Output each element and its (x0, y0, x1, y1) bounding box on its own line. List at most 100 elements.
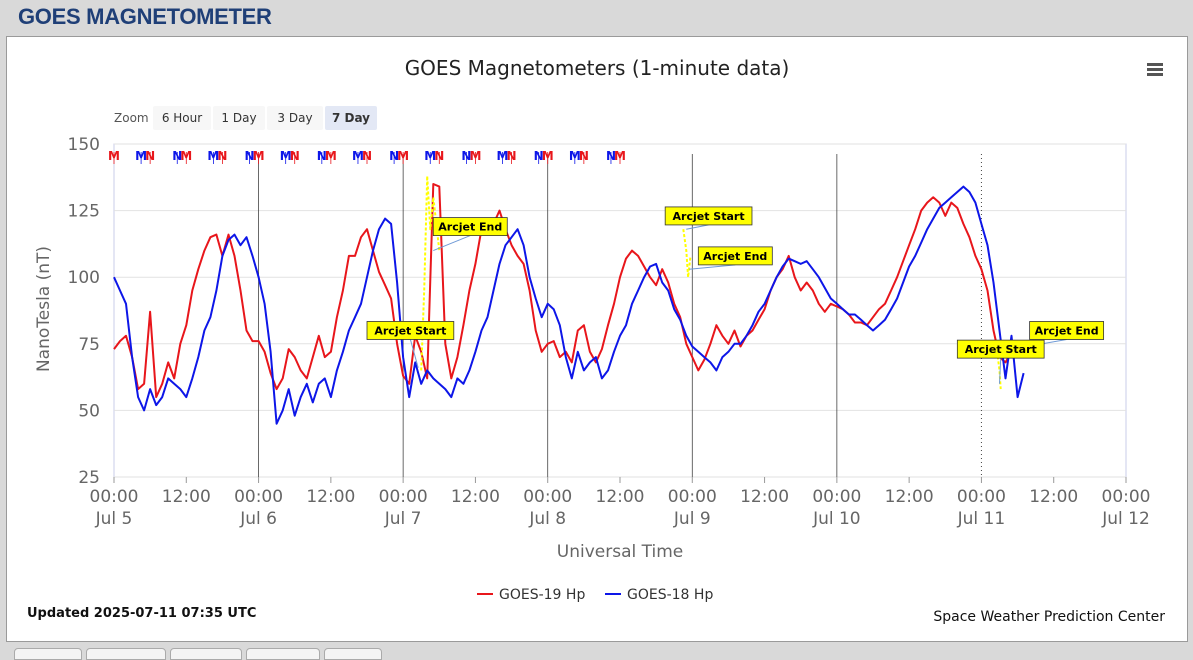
zoom-button-label: 6 Hour (162, 111, 202, 125)
noon-midnight-marker: N (145, 149, 155, 163)
y-tick-label: 125 (68, 202, 100, 222)
zoom-button-label: 7 Day (332, 111, 370, 125)
annotation-connector (409, 339, 419, 368)
y-axis-title: NanoTesla (nT) (34, 246, 54, 372)
annotation-box (697, 246, 773, 266)
x-tick-time: 12:00 (306, 487, 355, 507)
bottom-tab[interactable] (86, 648, 166, 660)
x-tick-date: Jul 5 (95, 509, 133, 529)
bottom-tab[interactable] (246, 648, 320, 660)
annotation-box (366, 321, 455, 340)
bottom-tab[interactable] (170, 648, 242, 660)
noon-midnight-marker: M (614, 149, 626, 163)
zoom-button-3-day[interactable]: 3 Day (267, 106, 323, 130)
hamburger-menu-icon (1147, 63, 1163, 76)
noon-midnight-marker: N (606, 149, 616, 163)
series-line-1 (113, 185, 1025, 425)
series-line-0 (113, 183, 1024, 399)
annotation-box (956, 339, 1045, 359)
noon-midnight-marker: N (317, 149, 327, 163)
noon-midnight-marker: N (362, 149, 372, 163)
annotation-label: Arcjet Start (366, 321, 455, 368)
annotation-text: Arcjet End (438, 221, 502, 234)
annotation-connector (689, 264, 736, 270)
noon-midnight-marker: M (280, 149, 292, 163)
bottom-tab[interactable] (14, 648, 82, 660)
bottom-tab[interactable] (324, 648, 382, 660)
noon-midnight-marker: N (217, 149, 227, 163)
noon-midnight-marker: M (569, 149, 581, 163)
noon-midnight-marker: M (424, 149, 436, 163)
annotation-text: Arcjet End (1035, 324, 1099, 337)
noon-midnight-marker: M (253, 149, 265, 163)
zoom-button-bg (213, 106, 265, 130)
menu-button[interactable] (1143, 59, 1167, 81)
arcjet-segment (995, 346, 1002, 390)
annotation-box (432, 217, 508, 236)
annotation-label: Arcjet Start (956, 339, 1045, 384)
x-axis-title: Universal Time (557, 542, 683, 562)
annotation-text: Arcjet Start (673, 210, 745, 223)
x-tick-time: 00:00 (812, 487, 861, 507)
credit-text: Space Weather Prediction Center (933, 609, 1165, 625)
magnetometer-chart: GOES Magnetometers (1-minute data) Zoom … (27, 56, 1167, 625)
legend-item[interactable]: GOES-19 Hp (477, 587, 585, 603)
page-header: GOES MAGNETOMETER (0, 0, 1193, 36)
legend-label: GOES-19 Hp (499, 587, 585, 603)
y-tick-label: 25 (78, 468, 100, 488)
annotation-label: Arcjet End (689, 246, 773, 270)
noon-midnight-marker: M (325, 149, 337, 163)
noon-midnight-marker: N (434, 149, 444, 163)
legend: GOES-19 Hp GOES-18 Hp (477, 587, 713, 603)
zoom-button-label: 1 Day (221, 111, 256, 125)
x-tick-time: 00:00 (379, 487, 428, 507)
x-tick-time: 00:00 (234, 487, 283, 507)
bottom-tab-bar (0, 642, 1193, 660)
noon-midnight-marker: M (108, 149, 120, 163)
noon-midnight-marker: N (507, 149, 517, 163)
annotation-text: Arcjet Start (965, 343, 1037, 356)
noon-midnight-marker: M (180, 149, 192, 163)
x-tick-time: 12:00 (1029, 487, 1078, 507)
x-tick-time: 12:00 (451, 487, 500, 507)
noon-midnight-marker: M (135, 149, 147, 163)
noon-midnight-marker: M (497, 149, 509, 163)
noon-midnight-marker: N (461, 149, 471, 163)
y-tick-label: 50 (78, 401, 100, 421)
chart-panel: GOES Magnetometers (1-minute data) Zoom … (6, 36, 1188, 642)
zoom-button-1-day[interactable]: 1 Day (213, 106, 265, 130)
x-tick-date: Jul 8 (528, 509, 566, 529)
updated-timestamp: Updated 2025-07-11 07:35 UTC (27, 606, 256, 621)
noon-midnight-marker: M (397, 149, 409, 163)
noon-midnight-marker: N (290, 149, 300, 163)
annotation-text: Arcjet End (703, 250, 767, 263)
annotation-text: Arcjet Start (374, 324, 446, 337)
noon-midnight-marker: N (245, 149, 255, 163)
legend-item[interactable]: GOES-18 Hp (605, 587, 713, 603)
noon-midnight-marker: N (172, 149, 182, 163)
x-tick-time: 00:00 (957, 487, 1006, 507)
y-tick-label: 75 (78, 335, 100, 355)
x-tick-date: Jul 9 (673, 509, 711, 529)
noon-midnight-marker: M (542, 149, 554, 163)
x-tick-time: 12:00 (740, 487, 789, 507)
annotation-connector (433, 235, 471, 252)
y-tick-label: 100 (68, 268, 100, 288)
x-tick-time: 12:00 (162, 487, 211, 507)
zoom-label: Zoom (114, 111, 149, 125)
zoom-button-7-day[interactable]: 7 Day (325, 106, 377, 130)
x-tick-time: 00:00 (1102, 487, 1151, 507)
zoom-buttons: 6 Hour 1 Day 3 Day 7 Day (153, 106, 377, 130)
noon-midnight-marker: M (207, 149, 219, 163)
noon-midnight-marker: N (389, 149, 399, 163)
noon-midnight-marker: N (534, 149, 544, 163)
x-tick-date: Jul 11 (957, 509, 1006, 529)
zoom-button-bg (325, 106, 377, 130)
x-tick-date: Jul 12 (1101, 509, 1150, 529)
zoom-button-bg (267, 106, 323, 130)
noon-midnight-marker: M (352, 149, 364, 163)
zoom-button-6-hour[interactable]: 6 Hour (153, 106, 211, 130)
annotation-label: Arcjet Start (664, 206, 753, 230)
x-tick-time: 12:00 (596, 487, 645, 507)
